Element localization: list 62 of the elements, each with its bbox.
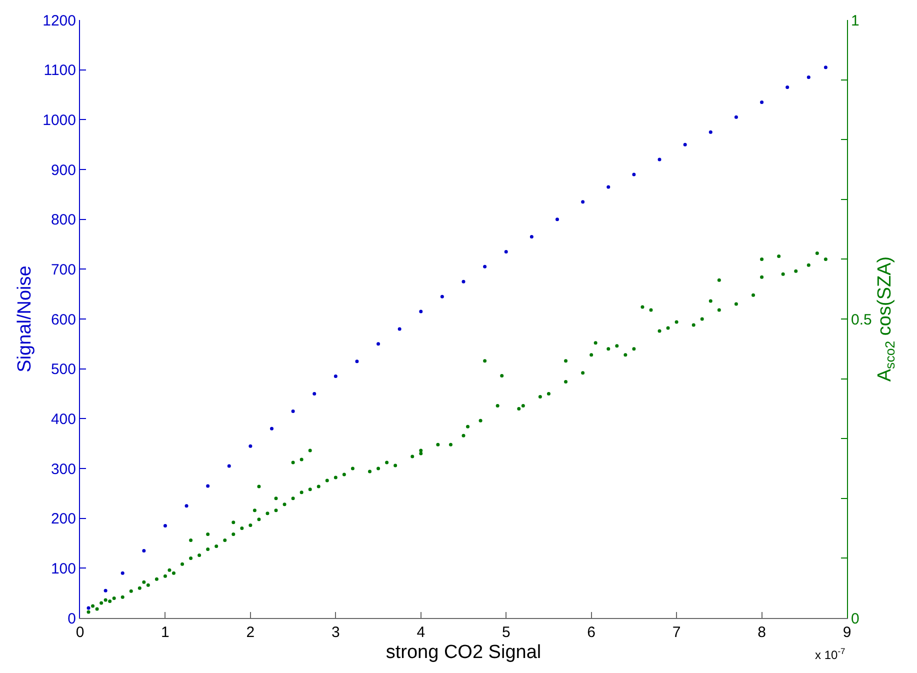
point <box>462 280 466 284</box>
x-tick-label: 5 <box>502 624 510 641</box>
point <box>786 86 790 90</box>
y-tick-label: 200 <box>50 510 76 528</box>
point <box>163 524 167 528</box>
point <box>419 310 423 314</box>
point <box>376 342 380 346</box>
y2-tick-label: 1 <box>851 12 860 30</box>
point <box>291 409 295 413</box>
point <box>206 484 210 488</box>
point <box>504 250 508 254</box>
point <box>184 504 188 508</box>
x-tick-label: 2 <box>246 624 255 641</box>
point <box>248 444 252 448</box>
text: x 10$^{-7}$ <box>815 646 846 662</box>
point <box>606 185 610 189</box>
y2-tick-label: 0.5 <box>851 311 872 328</box>
x-tick-label: 1 <box>161 624 170 641</box>
point <box>355 360 359 364</box>
point <box>334 374 338 378</box>
x-tick-label: 3 <box>332 624 340 641</box>
y-tick-label: 1000 <box>42 112 76 129</box>
x-tick-label: 6 <box>587 624 596 641</box>
y-tick-label: 700 <box>50 261 76 278</box>
point <box>555 218 559 222</box>
point <box>398 327 402 331</box>
y-tick-label: 100 <box>50 560 76 578</box>
point <box>708 130 712 134</box>
x-tick-label: 4 <box>416 624 426 641</box>
y-tick-label: 1100 <box>44 62 76 80</box>
point <box>658 158 662 162</box>
point <box>440 294 444 298</box>
point <box>86 606 90 610</box>
x-tick-label: 9 <box>842 624 852 641</box>
y-tick-label: 800 <box>50 212 76 229</box>
point <box>824 66 828 70</box>
point <box>530 235 534 239</box>
x-tick-label: 7 <box>672 624 681 641</box>
point <box>760 100 764 104</box>
y-tick-label: 600 <box>50 311 76 328</box>
y-axis-title: Signal/Noise <box>14 266 36 372</box>
y-tick-label: 500 <box>50 361 76 378</box>
y-tick-label: 300 <box>50 460 76 478</box>
y2-tick-label: 0 <box>851 610 860 628</box>
point <box>581 200 585 204</box>
point <box>483 264 487 268</box>
point <box>227 464 231 468</box>
y-tick-label: 0 <box>68 610 76 628</box>
point <box>270 426 274 430</box>
point <box>120 571 124 575</box>
y-tick-label: 1200 <box>42 12 76 30</box>
point <box>734 115 738 119</box>
point <box>683 142 687 146</box>
x-tick-label: 8 <box>758 624 766 641</box>
y-tick-label: 400 <box>50 410 76 428</box>
x-axis-title: strong CO2 Signal <box>386 642 542 663</box>
point <box>142 548 146 552</box>
point <box>806 76 810 80</box>
y-tick-label: 900 <box>50 162 76 179</box>
point <box>104 588 108 592</box>
point <box>312 392 316 396</box>
point <box>632 172 636 176</box>
